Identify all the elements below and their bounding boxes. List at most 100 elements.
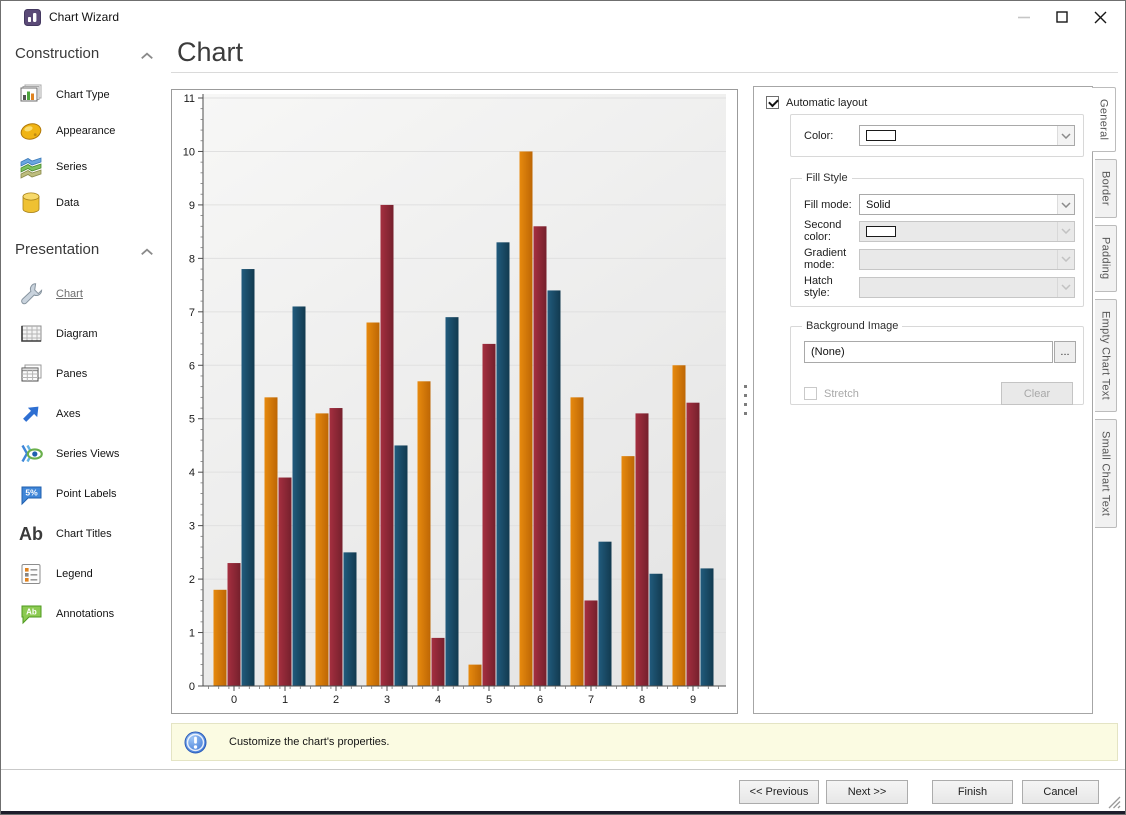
window-bottom-border xyxy=(1,811,1125,814)
series-icon xyxy=(18,154,44,180)
series-views-icon xyxy=(18,441,44,467)
chevron-down-icon[interactable] xyxy=(1057,195,1074,214)
browse-button[interactable]: ... xyxy=(1054,341,1076,363)
sidebar-item-legend[interactable]: Legend xyxy=(18,561,158,587)
background-image-legend: Background Image xyxy=(802,320,902,332)
sidebar-item-axes[interactable]: Axes xyxy=(18,401,158,427)
window-title: Chart Wizard xyxy=(49,10,119,24)
sidebar-item-label: Series xyxy=(56,161,87,173)
sidebar-item-panes[interactable]: Panes xyxy=(18,361,158,387)
sidebar-item-diagram[interactable]: Diagram xyxy=(18,321,158,347)
chevron-down-icon xyxy=(1057,250,1074,269)
svg-text:4: 4 xyxy=(435,694,441,706)
minimize-button[interactable] xyxy=(1005,3,1043,31)
second-color-label: Second color: xyxy=(804,219,859,243)
svg-text:Ab: Ab xyxy=(26,608,37,617)
info-text: Customize the chart's properties. xyxy=(229,736,389,748)
sidebar-item-annotations[interactable]: Ab Annotations xyxy=(18,601,158,627)
tab-padding[interactable]: Padding xyxy=(1095,225,1117,291)
info-bar: Customize the chart's properties. xyxy=(171,723,1118,761)
svg-text:2: 2 xyxy=(333,694,339,706)
svg-text:6: 6 xyxy=(537,694,543,706)
sidebar-item-label: Chart Type xyxy=(56,89,110,101)
next-button[interactable]: Next >> xyxy=(826,780,908,804)
tab-empty-chart-text[interactable]: Empty Chart Text xyxy=(1095,299,1117,412)
clear-button: Clear xyxy=(1001,382,1073,405)
svg-text:7: 7 xyxy=(588,694,594,706)
collapse-presentation-icon[interactable] xyxy=(140,247,154,257)
svg-text:9: 9 xyxy=(189,200,195,212)
svg-text:5%: 5% xyxy=(25,488,38,498)
svg-text:0: 0 xyxy=(231,694,237,706)
color-group: Color: xyxy=(790,114,1084,157)
chart-titles-icon: Ab xyxy=(18,521,44,547)
svg-text:11: 11 xyxy=(184,93,195,105)
data-icon xyxy=(18,190,44,216)
maximize-icon xyxy=(1056,11,1068,23)
appearance-icon xyxy=(18,118,44,144)
sidebar-item-label: Panes xyxy=(56,368,87,380)
fill-mode-value: Solid xyxy=(866,199,890,211)
sidebar-item-chart-titles[interactable]: Ab Chart Titles xyxy=(18,521,158,547)
footer-separator xyxy=(1,769,1126,770)
svg-text:Ab: Ab xyxy=(19,524,43,544)
sidebar-item-data[interactable]: Data xyxy=(18,190,158,216)
chart-properties-panel: Automatic layout Color: Fill Style Fill … xyxy=(753,86,1093,714)
title-separator xyxy=(171,72,1118,73)
automatic-layout-checkbox-row[interactable]: Automatic layout xyxy=(766,96,867,109)
stretch-label: Stretch xyxy=(824,388,859,400)
color-swatch xyxy=(866,130,896,141)
svg-text:9: 9 xyxy=(690,694,696,706)
automatic-layout-label: Automatic layout xyxy=(786,97,867,109)
maximize-button[interactable] xyxy=(1043,3,1081,31)
sidebar-item-label: Appearance xyxy=(56,125,115,137)
previous-button[interactable]: << Previous xyxy=(739,780,819,804)
sidebar-item-appearance[interactable]: Appearance xyxy=(18,118,158,144)
tab-small-chart-text[interactable]: Small Chart Text xyxy=(1095,419,1117,528)
resize-grip[interactable] xyxy=(1106,794,1121,809)
collapse-construction-icon[interactable] xyxy=(140,51,154,61)
tab-general[interactable]: General xyxy=(1092,87,1116,152)
page-title: Chart xyxy=(177,37,243,68)
sidebar-item-label: Axes xyxy=(56,408,80,420)
chevron-down-icon xyxy=(1057,278,1074,297)
sidebar-item-chart[interactable]: Chart xyxy=(18,281,158,307)
finish-button[interactable]: Finish xyxy=(932,780,1013,804)
svg-text:1: 1 xyxy=(189,628,195,640)
sidebar-item-series-views[interactable]: Series Views xyxy=(18,441,158,467)
svg-text:5: 5 xyxy=(189,414,195,426)
sidebar-item-series[interactable]: Series xyxy=(18,154,158,180)
axes-arrow-icon xyxy=(18,401,44,427)
svg-text:0: 0 xyxy=(189,681,195,693)
tab-border[interactable]: Border xyxy=(1095,159,1117,218)
fill-mode-dropdown[interactable]: Solid xyxy=(859,194,1075,215)
minimize-icon xyxy=(1018,16,1030,19)
background-image-field[interactable]: (None) xyxy=(804,341,1053,363)
sidebar-item-point-labels[interactable]: 5% Point Labels xyxy=(18,481,158,507)
svg-text:10: 10 xyxy=(183,146,195,158)
automatic-layout-checkbox[interactable] xyxy=(766,96,779,109)
hatch-style-label: Hatch style: xyxy=(804,275,859,299)
chart-type-icon xyxy=(18,82,44,108)
fill-style-legend: Fill Style xyxy=(802,172,852,184)
sidebar-item-chart-type[interactable]: Chart Type xyxy=(18,82,158,108)
property-tab-strip: General Border Padding Empty Chart Text … xyxy=(1092,87,1117,528)
gradient-mode-dropdown xyxy=(859,249,1075,270)
title-bar[interactable]: Chart Wizard xyxy=(1,1,1125,33)
close-icon xyxy=(1094,11,1107,24)
cancel-button[interactable]: Cancel xyxy=(1022,780,1099,804)
section-header-construction: Construction xyxy=(15,45,99,62)
chevron-down-icon[interactable] xyxy=(1057,126,1074,145)
color-dropdown[interactable] xyxy=(859,125,1075,146)
second-color-swatch xyxy=(866,226,896,237)
sidebar-item-label: Chart Titles xyxy=(56,528,112,540)
sidebar-item-label: Series Views xyxy=(56,448,119,460)
diagram-icon xyxy=(18,321,44,347)
svg-text:3: 3 xyxy=(384,694,390,706)
svg-text:6: 6 xyxy=(189,360,195,372)
sidebar-item-label: Point Labels xyxy=(56,488,117,500)
close-button[interactable] xyxy=(1081,3,1119,31)
sidebar-item-label: Legend xyxy=(56,568,93,580)
panel-splitter-handle[interactable] xyxy=(742,385,748,415)
chevron-down-icon xyxy=(1057,222,1074,241)
